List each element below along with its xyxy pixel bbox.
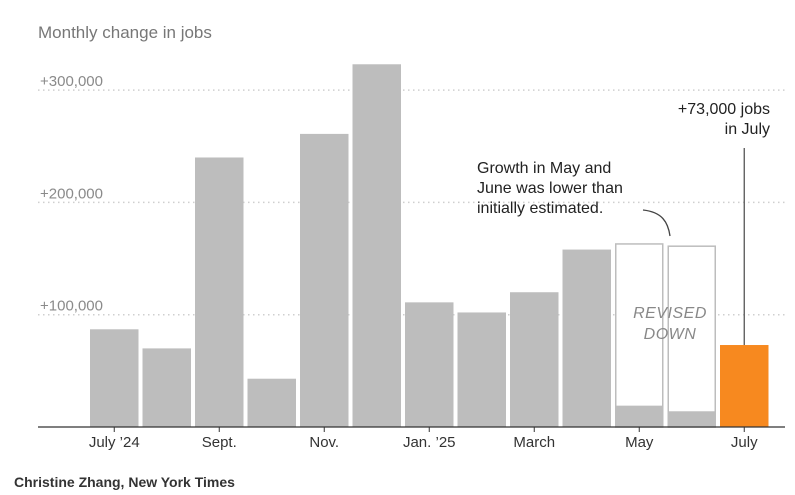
x-tick-label: March — [513, 434, 555, 451]
x-tick-label: July — [731, 434, 758, 451]
source-credit: Christine Zhang, New York Times — [14, 474, 235, 490]
y-axis-ticks: +100,000 +200,000 +300,000 — [40, 73, 103, 315]
bar — [247, 378, 296, 427]
x-tick-label: May — [625, 434, 654, 451]
revision-note: June was lower than — [477, 180, 623, 197]
bar — [510, 292, 559, 427]
highlight-label: in July — [725, 121, 770, 138]
jobs-chart: Monthly change in jobs +100,000+200,000+… — [38, 23, 785, 451]
bar — [142, 348, 191, 427]
y-tick-label: +100,000 — [40, 298, 103, 315]
initial-estimate-bar — [615, 243, 664, 428]
x-tick-label: Sept. — [202, 434, 237, 451]
y-tick-label: +200,000 — [40, 185, 103, 202]
bars — [90, 64, 769, 428]
bar — [667, 411, 716, 427]
revised-down-label: REVISED — [633, 305, 707, 322]
revision-note: initially estimated. — [477, 200, 603, 217]
bar — [300, 133, 349, 427]
bar — [457, 312, 506, 427]
bar — [562, 249, 611, 427]
x-tick-label: Jan. ’25 — [403, 434, 456, 451]
initial-estimate-bar — [667, 245, 716, 428]
annotations: +73,000 jobs in July Growth in May and June… — [477, 101, 770, 346]
highlight-bar — [720, 345, 769, 427]
bar — [405, 302, 454, 427]
revision-note-arrow — [642, 209, 671, 237]
bar — [195, 157, 244, 428]
x-axis-ticks: July ’24 Sept. Nov. Jan. ’25 March May July — [89, 427, 758, 451]
bar — [615, 405, 664, 427]
x-tick-label: Nov. — [309, 434, 339, 451]
x-tick-label: July ’24 — [89, 434, 140, 451]
highlight-label: +73,000 jobs — [678, 101, 770, 118]
revised-down-label: DOWN — [644, 326, 697, 343]
bar — [90, 329, 139, 427]
revision-note: Growth in May and — [477, 160, 611, 177]
bar — [352, 64, 401, 427]
y-tick-label: +300,000 — [40, 73, 103, 90]
chart-title: Monthly change in jobs — [38, 23, 212, 42]
